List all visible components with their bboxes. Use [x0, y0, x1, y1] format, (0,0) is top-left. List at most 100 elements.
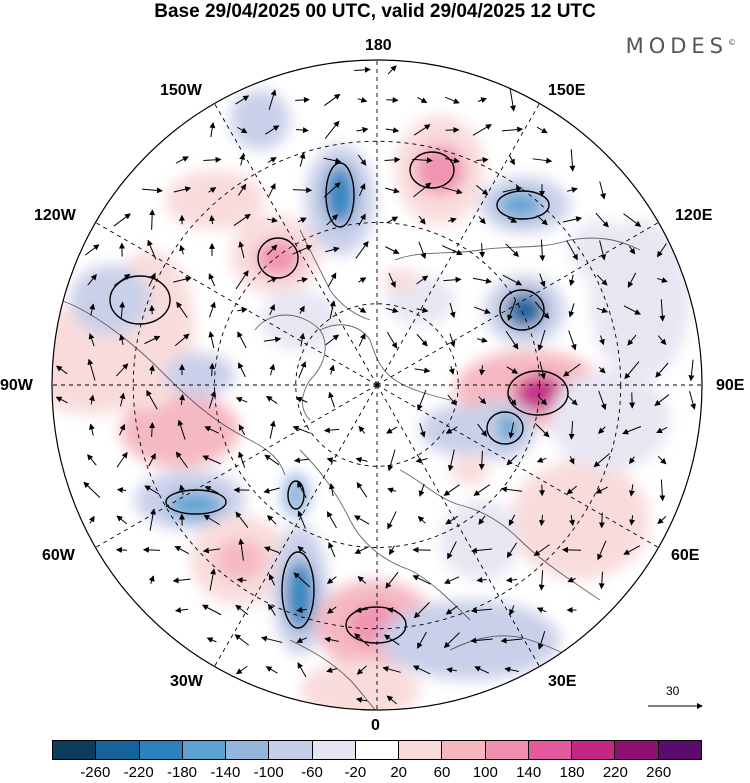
colorbar-tick-label: 100 [472, 764, 498, 781]
wind-vector [297, 510, 306, 529]
colorbar-tick-label: 20 [390, 764, 407, 781]
colorbar-tick-label: -60 [301, 764, 323, 781]
anomaly-region [515, 375, 565, 411]
wind-vector [509, 155, 515, 166]
lon-label-90e: 90E [716, 377, 745, 394]
wind-vector [87, 454, 97, 466]
wind-vector [476, 576, 487, 583]
wind-vector [172, 577, 191, 584]
wind-vector [566, 394, 578, 406]
wind-vector [264, 454, 280, 466]
anomaly-region [165, 353, 235, 397]
wind-vector [387, 487, 397, 494]
wind-vector [174, 333, 190, 347]
wind-vector [299, 152, 306, 167]
wind-vector [386, 331, 398, 349]
wind-vector [238, 241, 245, 259]
wind-vector [412, 546, 431, 553]
wind-vector [326, 576, 337, 584]
wind-vector [235, 396, 248, 403]
wind-vector [477, 423, 488, 437]
wind-vector [599, 335, 605, 346]
wind-vector [448, 365, 455, 375]
wind-vector [417, 389, 427, 411]
wind-vector [88, 423, 95, 436]
wind-vector [508, 422, 515, 439]
wind-vector [657, 335, 667, 346]
anomaly-region [380, 600, 560, 680]
wind-vector [113, 213, 131, 227]
colorbar [52, 740, 702, 760]
wind-vector [659, 479, 666, 502]
wind-vector [568, 421, 575, 440]
wind-vector [445, 126, 460, 133]
anomaly-region [260, 290, 340, 350]
contour-line [109, 275, 171, 325]
wind-vector [414, 367, 431, 374]
wind-vector [470, 637, 493, 644]
wind-vector [654, 394, 670, 406]
wind-vector [413, 182, 432, 198]
wind-vector [470, 547, 493, 554]
wind-vector [267, 514, 277, 525]
wind-vector [328, 482, 335, 497]
wind-vector [356, 126, 369, 133]
wind-vector [502, 274, 523, 286]
wind-vector [209, 568, 217, 591]
wind-vector [659, 299, 666, 322]
wind-vector [448, 217, 457, 224]
wind-vector [115, 363, 129, 377]
wind-vector [208, 187, 217, 193]
wind-vector [413, 124, 431, 136]
wind-vector [293, 457, 310, 464]
meridian-line [376, 384, 540, 667]
anomaly-region [550, 370, 670, 470]
wind-vector [416, 307, 429, 314]
wind-vector [474, 666, 490, 674]
wind-vector [416, 275, 429, 285]
anomaly-region [498, 191, 542, 219]
wind-vector [507, 394, 517, 406]
wind-vector [418, 241, 427, 260]
colorbar-swatch [658, 741, 701, 759]
wind-vector [478, 515, 486, 525]
coastline [394, 237, 641, 261]
contour-line [257, 237, 299, 279]
wind-vector [385, 571, 399, 589]
wind-vector [418, 215, 426, 225]
wind-vector [506, 366, 519, 374]
colorbar-tick-label: -20 [344, 764, 367, 781]
wind-vector [595, 486, 608, 494]
lon-label-30e: 30E [548, 673, 577, 690]
colorbar-tick-label: -220 [123, 764, 154, 781]
wind-vector [268, 89, 277, 110]
wind-vector [209, 362, 216, 377]
wind-vector [689, 391, 696, 410]
wind-vector [323, 182, 341, 198]
wind-vector [203, 156, 222, 163]
reference-vector-label: 30 [666, 684, 680, 698]
wind-vector [382, 666, 401, 673]
wind-vector [263, 336, 282, 343]
anomaly-region [440, 500, 520, 580]
wind-vector [412, 157, 433, 164]
wind-vector [479, 365, 486, 376]
wind-vector [237, 126, 248, 134]
wind-vector [116, 451, 128, 468]
colorbar-swatch [269, 741, 313, 759]
lon-label-150w: 150W [160, 82, 202, 99]
wind-vector [536, 214, 548, 226]
wind-vector [206, 637, 217, 643]
wind-vector [505, 331, 519, 350]
wind-vector [266, 217, 278, 223]
wind-vector [508, 514, 516, 526]
wind-vector [623, 545, 641, 555]
coastline [399, 469, 601, 601]
wind-vector [479, 243, 486, 258]
wind-vector [119, 423, 126, 436]
wind-vector [444, 576, 460, 584]
wind-vector [208, 331, 215, 349]
wind-vector [235, 665, 248, 675]
wind-vector [358, 332, 366, 347]
wind-vector [265, 666, 278, 674]
